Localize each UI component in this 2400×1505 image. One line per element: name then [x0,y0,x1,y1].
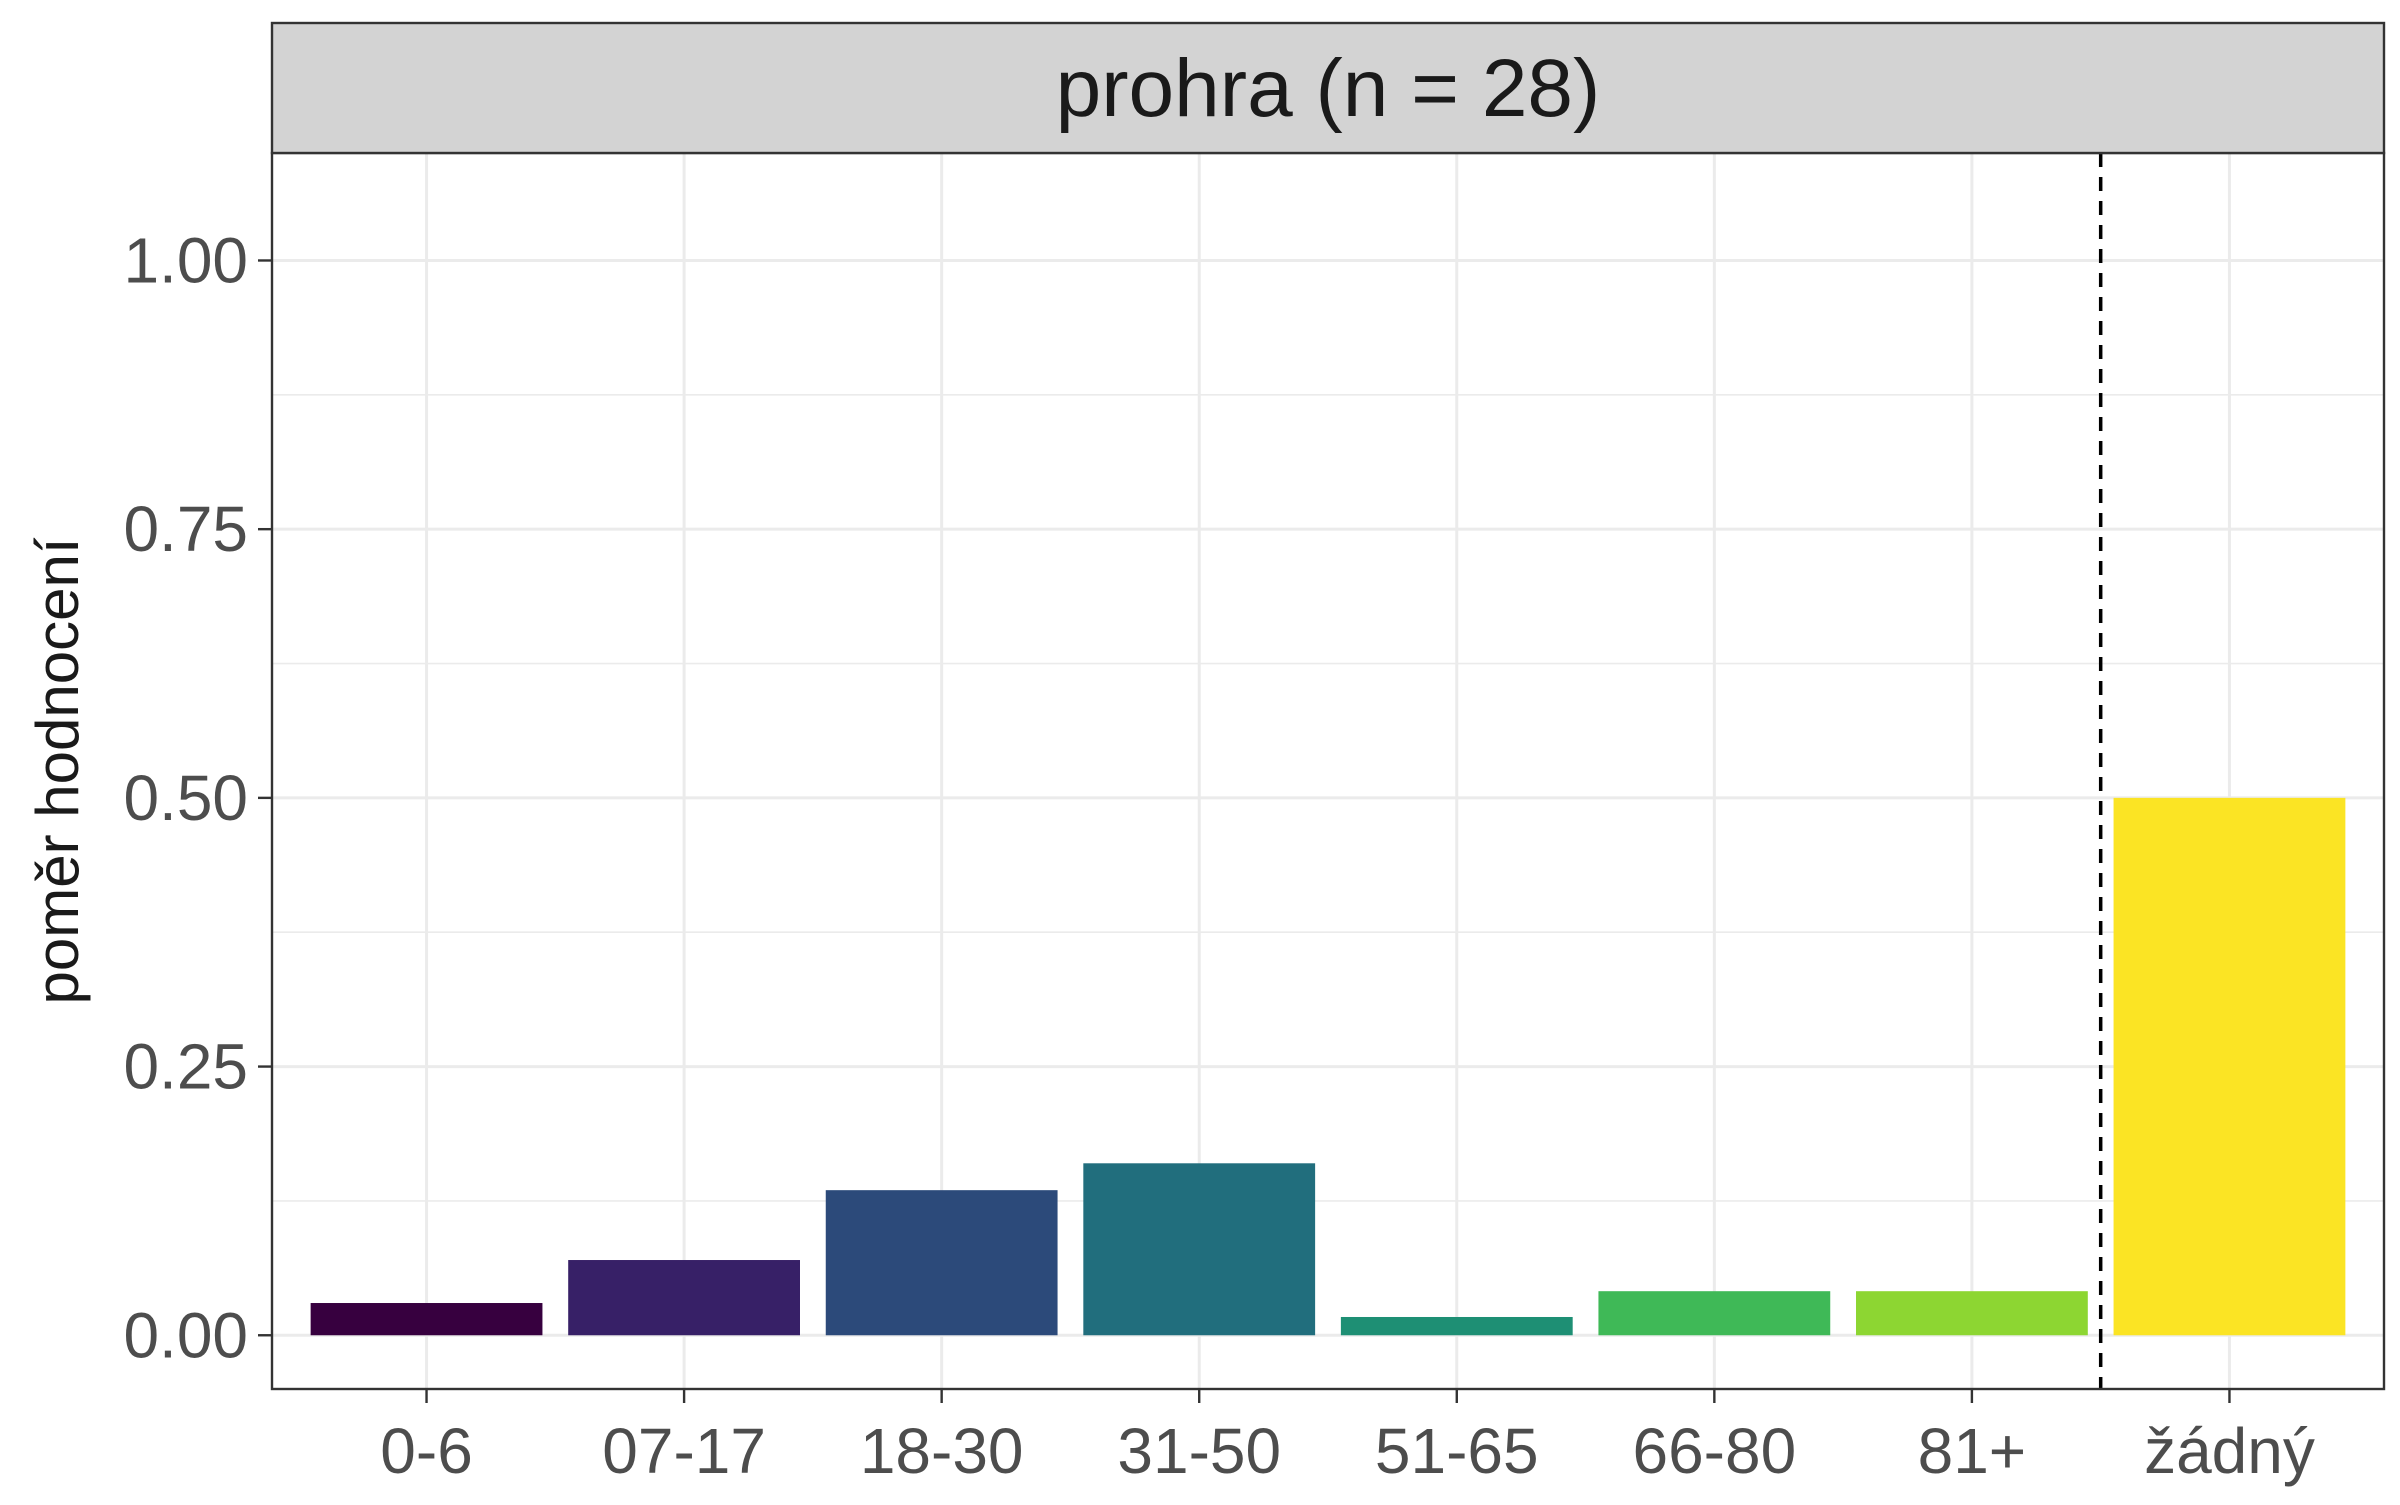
x-axis: 0-6 07-17 18-30 31-50 51-65 66-80 81+ žádný [380,1389,2315,1487]
grid-layer [272,153,2384,1389]
y-tick-label: 0.50 [123,762,248,834]
y-axis-label: poměr hodnocení [24,537,91,1004]
bar-81+ [1856,1291,2088,1336]
x-tick-label: 18-30 [860,1415,1024,1487]
x-tick-label: 81+ [1918,1415,2027,1487]
x-tick-label: 31-50 [1117,1415,1281,1487]
x-tick-label: 66-80 [1632,1415,1796,1487]
y-tick-label: 0.25 [123,1031,248,1103]
bar-0-6 [310,1303,543,1336]
y-tick-label: 0.75 [123,493,248,565]
bar-07-17 [568,1260,800,1336]
bar-18-30 [825,1190,1058,1336]
facet-strip: prohra (n = 28) [270,21,2386,155]
bar-žádný [2113,797,2346,1336]
bar-51-65 [1340,1316,1573,1336]
bar-66-80 [1598,1291,1831,1336]
y-axis: 0.00 0.25 0.50 0.75 1.00 [123,224,272,1371]
bar-31-50 [1083,1163,1316,1336]
y-tick-label: 0.00 [123,1299,248,1371]
y-tick-label: 1.00 [123,224,248,296]
x-tick-label: 51-65 [1375,1415,1539,1487]
x-tick-label: 07-17 [602,1415,766,1487]
facet-strip-background [270,21,2386,155]
x-tick-label: 0-6 [380,1415,473,1487]
x-tick-label: žádný [2144,1415,2315,1487]
bar-layer [310,797,2346,1336]
facet-title: prohra (n = 28) [1056,43,1601,134]
